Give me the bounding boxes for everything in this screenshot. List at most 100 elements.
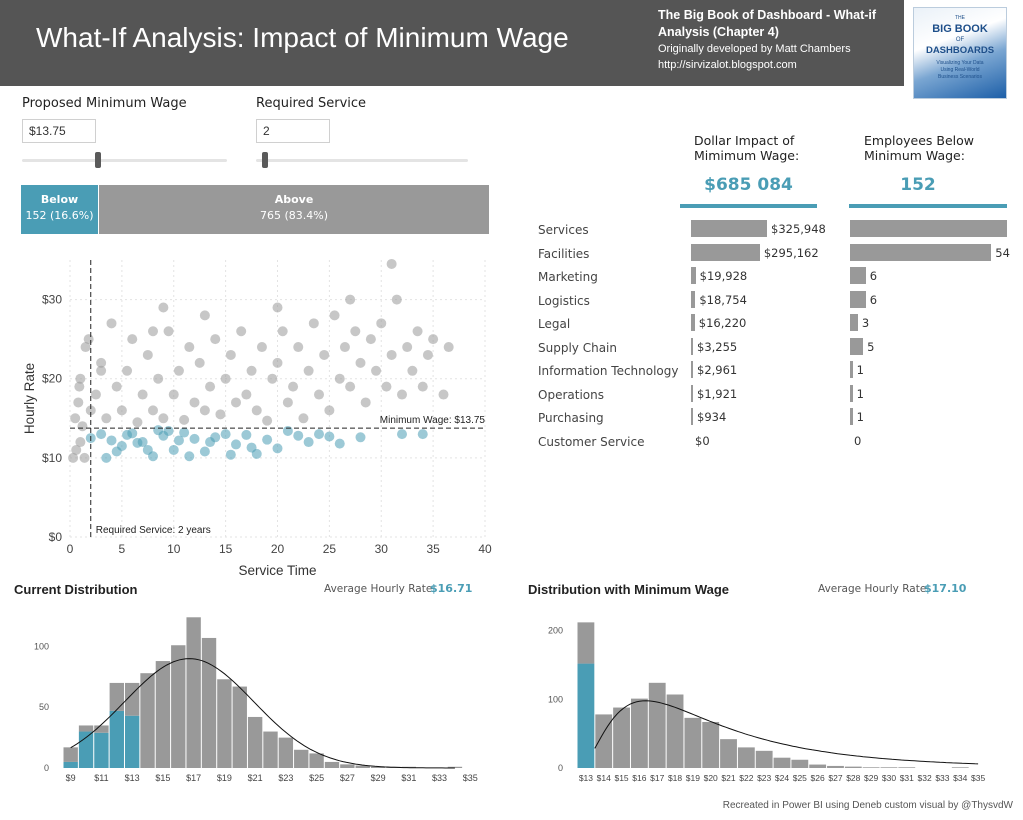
x-tick-label: $13: [125, 773, 140, 783]
scatter-point-above: [106, 318, 117, 329]
current-dist-title: Current Distribution: [14, 582, 138, 597]
bar-above: [124, 682, 140, 716]
below-segment[interactable]: Below 152 (16.6%): [21, 185, 98, 234]
x-tick-label: $33: [432, 773, 447, 783]
employees-bar[interactable]: [850, 243, 992, 261]
min-wage-line-label: Minimum Wage: $13.75: [380, 415, 486, 426]
service-input[interactable]: 2: [256, 119, 330, 143]
scatter-point-above: [298, 413, 309, 424]
y-tick-label: $0: [49, 530, 63, 544]
scatter-point-above: [236, 326, 247, 337]
x-axis-label: Service Time: [238, 563, 316, 578]
service-slider-thumb[interactable]: [262, 152, 269, 168]
dollar-bar[interactable]: [691, 361, 693, 378]
dollar-bar[interactable]: [691, 290, 696, 308]
scatter-point-above: [391, 294, 402, 305]
employees-bar-label: 0: [854, 433, 862, 448]
x-tick-label: 0: [67, 542, 74, 556]
dept-name[interactable]: Supply Chain: [538, 340, 617, 355]
scatter-point-above: [246, 365, 257, 376]
bar-below: [94, 732, 109, 768]
dollar-bar[interactable]: [691, 267, 696, 284]
scatter-point-below: [293, 430, 304, 441]
x-tick-label: $23: [278, 773, 293, 783]
service-slider-track[interactable]: [256, 159, 468, 162]
scatter-point-above: [153, 373, 164, 384]
dollar-bar-label: $2,961: [697, 363, 738, 377]
dollar-bar-label: $16,220: [698, 316, 747, 330]
y-axis-label: Hourly Rate: [22, 363, 37, 434]
scatter-point-above: [168, 389, 179, 400]
employees-bar[interactable]: [850, 290, 866, 308]
scatter-point-above: [272, 302, 283, 313]
employees-bar-label: 1: [856, 386, 864, 401]
dollar-bar-label: $3,255: [697, 339, 738, 354]
dept-name[interactable]: Logistics: [538, 293, 590, 308]
dollar-bar[interactable]: [691, 337, 693, 355]
above-segment[interactable]: Above 765 (83.4%): [99, 185, 489, 234]
source-url[interactable]: http://sirvizalot.blogspot.com: [658, 59, 797, 71]
x-tick-label: $21: [248, 773, 263, 783]
scatter-point-below: [417, 429, 428, 440]
scatter-point-above: [329, 310, 340, 321]
scatter-point-above: [148, 326, 158, 337]
dept-name[interactable]: Legal: [538, 317, 571, 331]
scatter-point-above: [277, 326, 288, 337]
dollar-bar[interactable]: [691, 220, 767, 237]
x-tick-label: $29: [371, 773, 386, 783]
dept-name[interactable]: Services: [538, 223, 589, 237]
scatter-point-above: [73, 397, 84, 408]
dollar-bar[interactable]: [691, 243, 760, 261]
fitted-curve: [70, 658, 455, 769]
dollar-bar[interactable]: [691, 408, 693, 425]
bar-above: [140, 673, 155, 768]
employees-bar[interactable]: [850, 361, 853, 378]
bar-above: [324, 761, 340, 768]
dept-name[interactable]: Customer Service: [538, 434, 645, 449]
employees-bar[interactable]: [850, 314, 858, 331]
dollar-bar-label: $1,921: [697, 386, 738, 401]
employees-bar[interactable]: [850, 384, 853, 402]
min-wage-input[interactable]: $13.75: [22, 119, 96, 143]
x-tick-label: $26: [811, 773, 825, 783]
employees-bar[interactable]: [850, 267, 866, 284]
minwage-distribution-chart[interactable]: 0 100 200 $13 $14 $15 $16 $17 $18 $19 $20 $21 $22 $23…: [524, 600, 1000, 792]
scatter-point-above: [241, 389, 252, 400]
scatter-chart[interactable]: 0 5 10 15 20 25 30 35 40 $0 $10 $20 $30 Service Time H…: [18, 252, 498, 580]
current-distribution-chart[interactable]: 0 50 100 $9 $11 $13 $15 $17 $19 $21 $23 $25 $27 $29 $3…: [10, 600, 490, 792]
scatter-point-above: [96, 357, 107, 368]
dept-name[interactable]: Information Technology: [538, 364, 679, 378]
min-wage-slider-track[interactable]: [22, 159, 227, 162]
bar-above: [720, 739, 737, 768]
dept-name[interactable]: Operations: [538, 387, 604, 402]
dept-name[interactable]: Purchasing: [538, 411, 604, 425]
scatter-point-above: [381, 381, 392, 392]
x-tick-label: $31: [900, 773, 914, 783]
scatter-point-above: [158, 302, 169, 313]
employees-bar[interactable]: [850, 408, 853, 425]
dept-name[interactable]: Marketing: [538, 270, 598, 284]
employees-bar[interactable]: [850, 220, 1007, 237]
minwage-dist-title: Distribution with Minimum Wage: [528, 582, 730, 597]
x-tick-label: $15: [155, 773, 170, 783]
scatter-point-above: [282, 397, 293, 408]
x-tick-label: $29: [864, 773, 878, 783]
x-tick-label: 15: [219, 542, 233, 556]
x-tick-label: 30: [375, 542, 389, 556]
bar-above: [309, 753, 324, 768]
cover-line6: Using Real-World: [940, 67, 980, 73]
min-wage-label: Proposed Minimum Wage: [22, 96, 187, 111]
dept-name[interactable]: Facilities: [538, 246, 590, 261]
scatter-point-above: [75, 437, 86, 448]
dollar-bar-label: $295,162: [763, 245, 819, 260]
min-wage-slider-thumb[interactable]: [94, 152, 101, 168]
employees-bar[interactable]: [850, 337, 864, 355]
book-cover-image: THE BIG BOOK OF DASHBOARDS Visualizing Y…: [913, 7, 1007, 99]
bar-below: [577, 663, 595, 768]
bar-above: [595, 714, 613, 768]
dollar-bar[interactable]: [691, 314, 695, 331]
scatter-point-above: [220, 373, 231, 384]
scatter-point-below: [168, 444, 179, 455]
x-tick-label: $31: [401, 773, 416, 783]
dollar-bar[interactable]: [691, 384, 693, 402]
